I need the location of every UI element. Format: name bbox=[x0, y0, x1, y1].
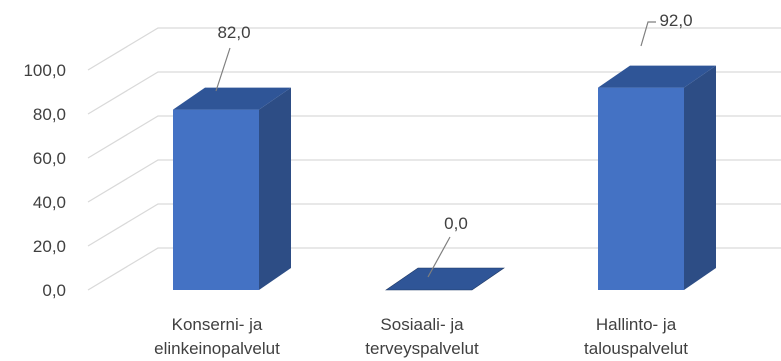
data-label: 92,0 bbox=[659, 11, 692, 30]
bar bbox=[173, 87, 291, 290]
x-category-label: Sosiaali- ja bbox=[380, 315, 464, 334]
bar-top bbox=[598, 65, 716, 88]
y-tick-label: 80,0 bbox=[33, 105, 66, 124]
bar-top bbox=[385, 267, 505, 291]
leader-line bbox=[640, 21, 656, 47]
y-tick-label: 0,0 bbox=[42, 281, 66, 300]
y-tick-label: 40,0 bbox=[33, 193, 66, 212]
leader-line bbox=[427, 236, 451, 278]
x-category-label: Konserni- ja bbox=[172, 315, 263, 334]
gridline bbox=[87, 27, 781, 71]
gridline bbox=[87, 71, 781, 115]
bar-top bbox=[173, 87, 291, 110]
gridline bbox=[87, 203, 781, 247]
x-category-label: Hallinto- ja bbox=[596, 315, 677, 334]
y-tick-label: 20,0 bbox=[33, 237, 66, 256]
y-axis-ticks: 0,0 20,0 40,0 60,0 80,0 100,0 bbox=[23, 61, 66, 300]
x-category-label: elinkeinopalvelut bbox=[154, 339, 280, 358]
data-labels: 82,0 0,0 92,0 bbox=[215, 11, 693, 278]
x-category-label: talouspalvelut bbox=[584, 339, 688, 358]
y-tick-label: 60,0 bbox=[33, 149, 66, 168]
x-category-label: terveyspalvelut bbox=[365, 339, 479, 358]
bars bbox=[173, 65, 716, 291]
bar bbox=[385, 267, 505, 291]
leader-line bbox=[215, 47, 231, 92]
gridline bbox=[87, 247, 781, 291]
gridline bbox=[87, 115, 781, 159]
x-axis-categories: Konserni- ja elinkeinopalvelut Sosiaali- j… bbox=[154, 315, 688, 358]
gridline bbox=[87, 159, 781, 203]
bar-front bbox=[598, 87, 684, 290]
bar-front bbox=[173, 109, 259, 290]
data-label: 82,0 bbox=[217, 23, 250, 42]
bar-side bbox=[684, 65, 716, 290]
y-tick-label: 100,0 bbox=[23, 61, 66, 80]
bar-side bbox=[259, 87, 291, 290]
gridlines bbox=[87, 27, 781, 291]
bar bbox=[598, 65, 716, 290]
data-label: 0,0 bbox=[444, 214, 468, 233]
